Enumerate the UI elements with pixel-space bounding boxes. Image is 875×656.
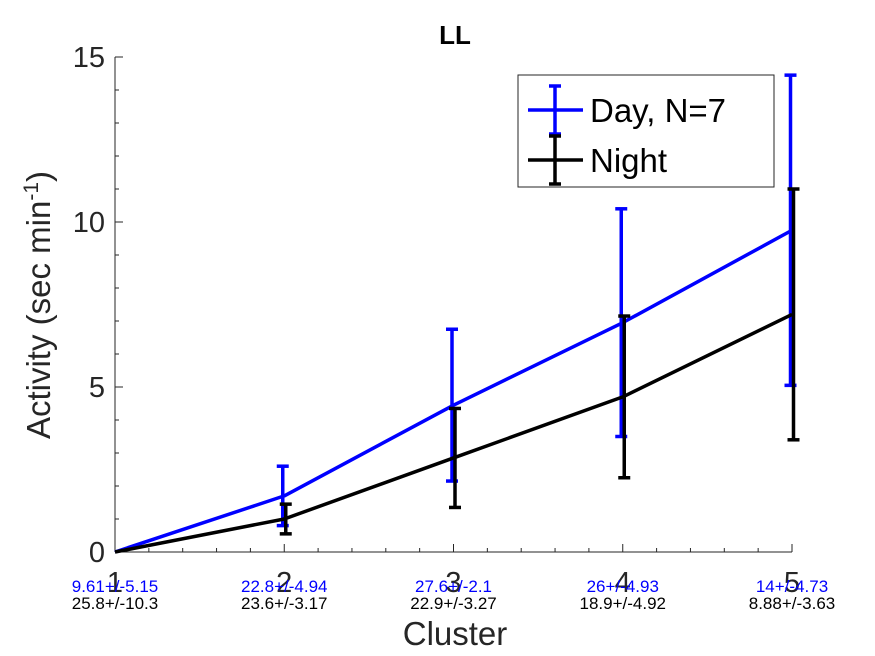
axes: 0 5 10 15 1 2 3 4 5 [73,42,800,599]
error-bar [279,502,292,536]
y-tick-label: 5 [89,372,105,404]
x-tick-label: 3 [445,567,461,599]
y-axis-label-main: Activity (sec min [20,201,57,439]
series-layer [114,73,800,554]
cluster-annotation: 25.8+/-10.3 [72,594,159,613]
cluster-annotation: 9.61+/-5.15 [72,577,159,596]
error-bar [618,314,631,480]
legend-label: Day, N=7 [590,92,726,129]
cluster-annotation: 18.9+/-4.92 [580,594,667,613]
x-axis-label: Cluster [403,615,508,652]
cluster-annotation: 26+/-4.93 [587,577,659,596]
legend-entry: Night [528,134,667,186]
series-1 [114,73,797,554]
error-bar [787,187,800,442]
cluster-annotation: 27.6+/-2.1 [415,577,492,596]
y-tick-label: 15 [73,42,105,74]
legend: Day, N=7 Night [517,74,775,188]
cluster-annotation: 22.9+/-3.27 [410,594,497,613]
error-bar [449,406,461,510]
cluster-annotation: 23.6+/-3.17 [241,594,328,613]
chart-title: LL [439,20,471,50]
annotation-layer: 9.61+/-5.15 22.8+/-4.94 27.6+/-2.1 26+/-4.9… [72,577,836,613]
cluster-annotation: 8.88+/-3.63 [749,594,836,613]
legend-entries: Day, N=7 Night [528,84,726,186]
legend-entry: Day, N=7 [528,84,726,136]
cluster-annotation: 22.8+/-4.94 [241,577,328,596]
y-axis-label-superscript: -1 [20,182,43,201]
x-tick-label: 1 [107,567,123,599]
x-tick-label: 4 [615,567,631,599]
x-tick-label: 2 [276,567,292,599]
y-tick-label: 10 [73,207,105,239]
y-axis-label: Activity (sec min-1) [20,171,57,439]
legend-label: Night [590,142,667,179]
x-tick-label: 5 [784,567,800,599]
series-2 [114,187,800,554]
legend-box [517,74,775,188]
y-axis-label-suffix: ) [20,171,57,182]
y-tick-label: 0 [89,537,105,569]
cluster-annotation: 14+/-4.73 [756,577,828,596]
